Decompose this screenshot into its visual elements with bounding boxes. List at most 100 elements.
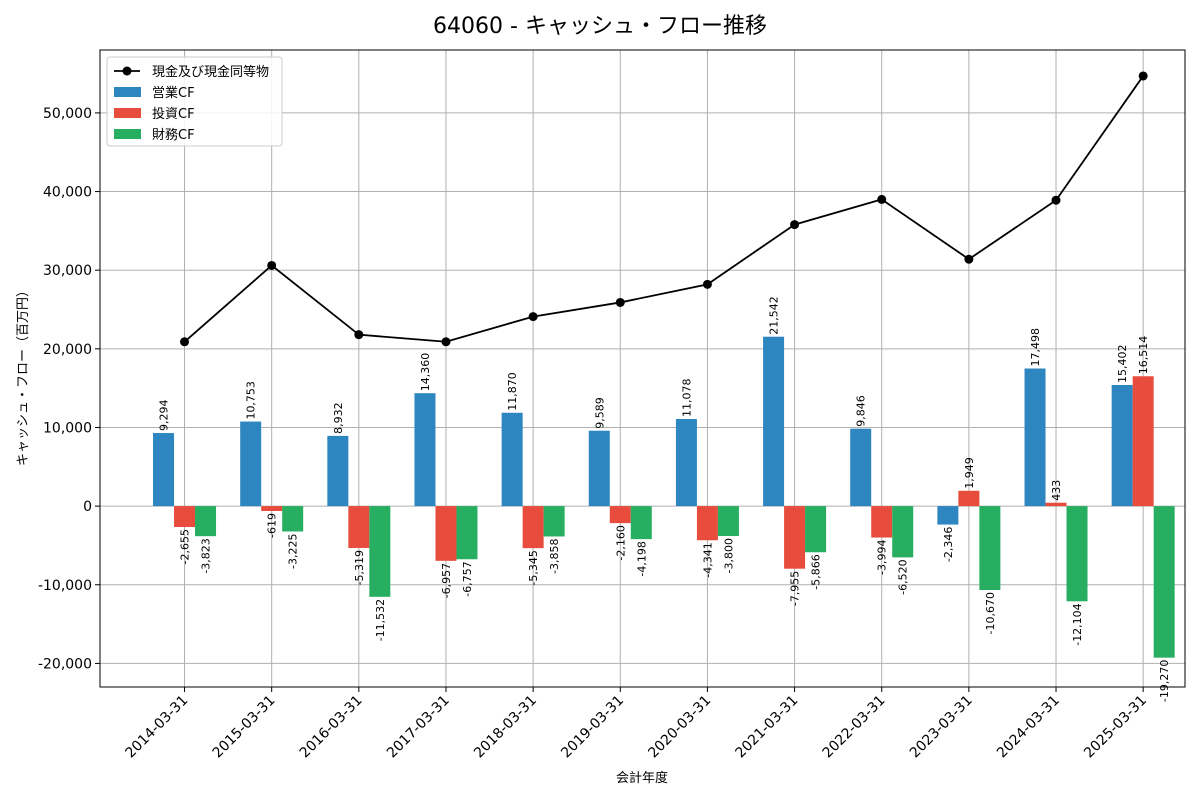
bar-value-label: -5,866 (810, 554, 823, 589)
cash-equivalents-point (615, 297, 625, 307)
bar-investing (174, 506, 196, 528)
cash-equivalents-point (702, 279, 712, 289)
bar-investing (348, 506, 370, 548)
bar-investing (696, 506, 718, 541)
y-tick-label: 30,000 (43, 263, 92, 279)
bar-operating (763, 336, 785, 507)
bar-value-label: -6,757 (461, 561, 474, 596)
x-tick-label: 2017-03-31 (384, 693, 453, 762)
bar-value-label: -5,319 (353, 550, 366, 585)
cash-equivalents-point (877, 194, 887, 204)
chart-title: 64060 - キャッシュ・フロー推移 (433, 14, 767, 39)
bar-financing (805, 506, 827, 553)
bars-layer (153, 336, 1175, 658)
bar-value-label: -3,225 (287, 533, 300, 568)
bar-financing (195, 506, 217, 537)
bar-value-label: -4,198 (635, 541, 648, 576)
bar-financing (456, 506, 478, 560)
bar-value-label: -2,655 (179, 529, 192, 564)
y-tick-label: 20,000 (43, 342, 92, 358)
cash-equivalents-point (964, 254, 974, 264)
y-tick-label: 10,000 (43, 420, 92, 436)
legend-bar-swatch (114, 87, 141, 97)
cash-equivalents-point (1138, 71, 1148, 81)
bar-financing (282, 506, 304, 532)
bar-operating (327, 435, 349, 507)
bar-value-label: -619 (266, 513, 279, 538)
bar-value-label: -11,532 (374, 599, 387, 641)
bar-value-label: 21,542 (768, 296, 781, 335)
bar-operating (1024, 368, 1046, 507)
x-tick-label: 2025-03-31 (1081, 693, 1150, 762)
bar-financing (369, 506, 391, 597)
x-tick-label: 2024-03-31 (994, 693, 1063, 762)
bar-operating (850, 428, 872, 507)
bar-value-label: -3,823 (200, 538, 213, 573)
bar-value-label: -5,345 (527, 550, 540, 585)
bar-operating (240, 421, 262, 507)
bar-operating (414, 393, 436, 507)
x-tick-label: 2021-03-31 (733, 693, 802, 762)
bar-financing (630, 506, 652, 540)
y-tick-label: 50,000 (43, 106, 92, 122)
bar-value-label: 14,360 (419, 353, 432, 392)
bar-financing (543, 506, 565, 537)
cash-equivalents-point (354, 330, 364, 340)
legend-bar-swatch (114, 108, 141, 118)
bar-investing (1132, 376, 1154, 507)
y-tick-label: 0 (83, 499, 92, 515)
y-tick-label: -10,000 (38, 578, 92, 594)
x-tick-label: 2016-03-31 (297, 693, 366, 762)
x-tick-label: 2022-03-31 (820, 693, 889, 762)
bar-value-label: 11,078 (680, 379, 693, 418)
cash-equivalents-point (790, 220, 800, 230)
cash-equivalents-point (180, 337, 190, 347)
cash-equivalents-line (183, 75, 1144, 343)
bar-operating (588, 430, 610, 507)
y-tick-label: -20,000 (38, 656, 92, 672)
bar-value-label: -10,670 (984, 592, 997, 634)
bar-investing (1045, 502, 1067, 507)
bar-operating (501, 412, 523, 507)
bar-operating (675, 419, 697, 507)
bar-value-label: -19,270 (1158, 660, 1171, 702)
y-tick-label: 40,000 (43, 185, 92, 201)
bar-value-label: 10,753 (245, 381, 258, 420)
x-axis-label: 会計年度 (616, 770, 668, 786)
legend-label: 現金及び現金同等物 (152, 64, 269, 80)
legend-label: 投資CF (152, 106, 195, 122)
bar-value-label: -3,858 (548, 538, 561, 573)
x-tick-label: 2015-03-31 (210, 693, 279, 762)
x-tick-label: 2018-03-31 (471, 693, 540, 762)
bar-value-label: 15,402 (1116, 344, 1129, 383)
bar-value-label: 9,846 (855, 395, 868, 427)
bar-financing (979, 506, 1001, 591)
x-tick-label: 2020-03-31 (645, 693, 714, 762)
bar-investing (435, 506, 457, 561)
bar-value-label: -6,957 (440, 563, 453, 598)
bar-value-label: -7,955 (789, 571, 802, 606)
plot-frame (99, 49, 1186, 688)
y-axis-label: キャッシュ・フロー（百万円） (16, 284, 31, 466)
bar-value-label: 9,294 (158, 400, 171, 432)
bar-investing (609, 506, 631, 524)
bar-financing (1153, 506, 1175, 658)
bar-operating (937, 506, 959, 525)
bar-investing (784, 506, 806, 569)
bar-investing (871, 506, 893, 538)
bar-investing (958, 490, 980, 507)
bar-value-label: -2,346 (942, 527, 955, 562)
bar-investing (261, 506, 283, 511)
plot-area (100, 50, 1185, 687)
cash-equivalents-point (267, 260, 277, 270)
bar-value-label: 8,932 (332, 402, 345, 434)
x-tick-label: 2014-03-31 (123, 693, 192, 762)
bar-value-label: 11,870 (506, 372, 519, 411)
bar-value-label: -3,994 (876, 540, 889, 575)
legend-label: 財務CF (152, 128, 195, 143)
bar-value-label: 17,498 (1029, 328, 1042, 367)
line-layer (180, 71, 1148, 347)
bar-financing (892, 506, 914, 558)
